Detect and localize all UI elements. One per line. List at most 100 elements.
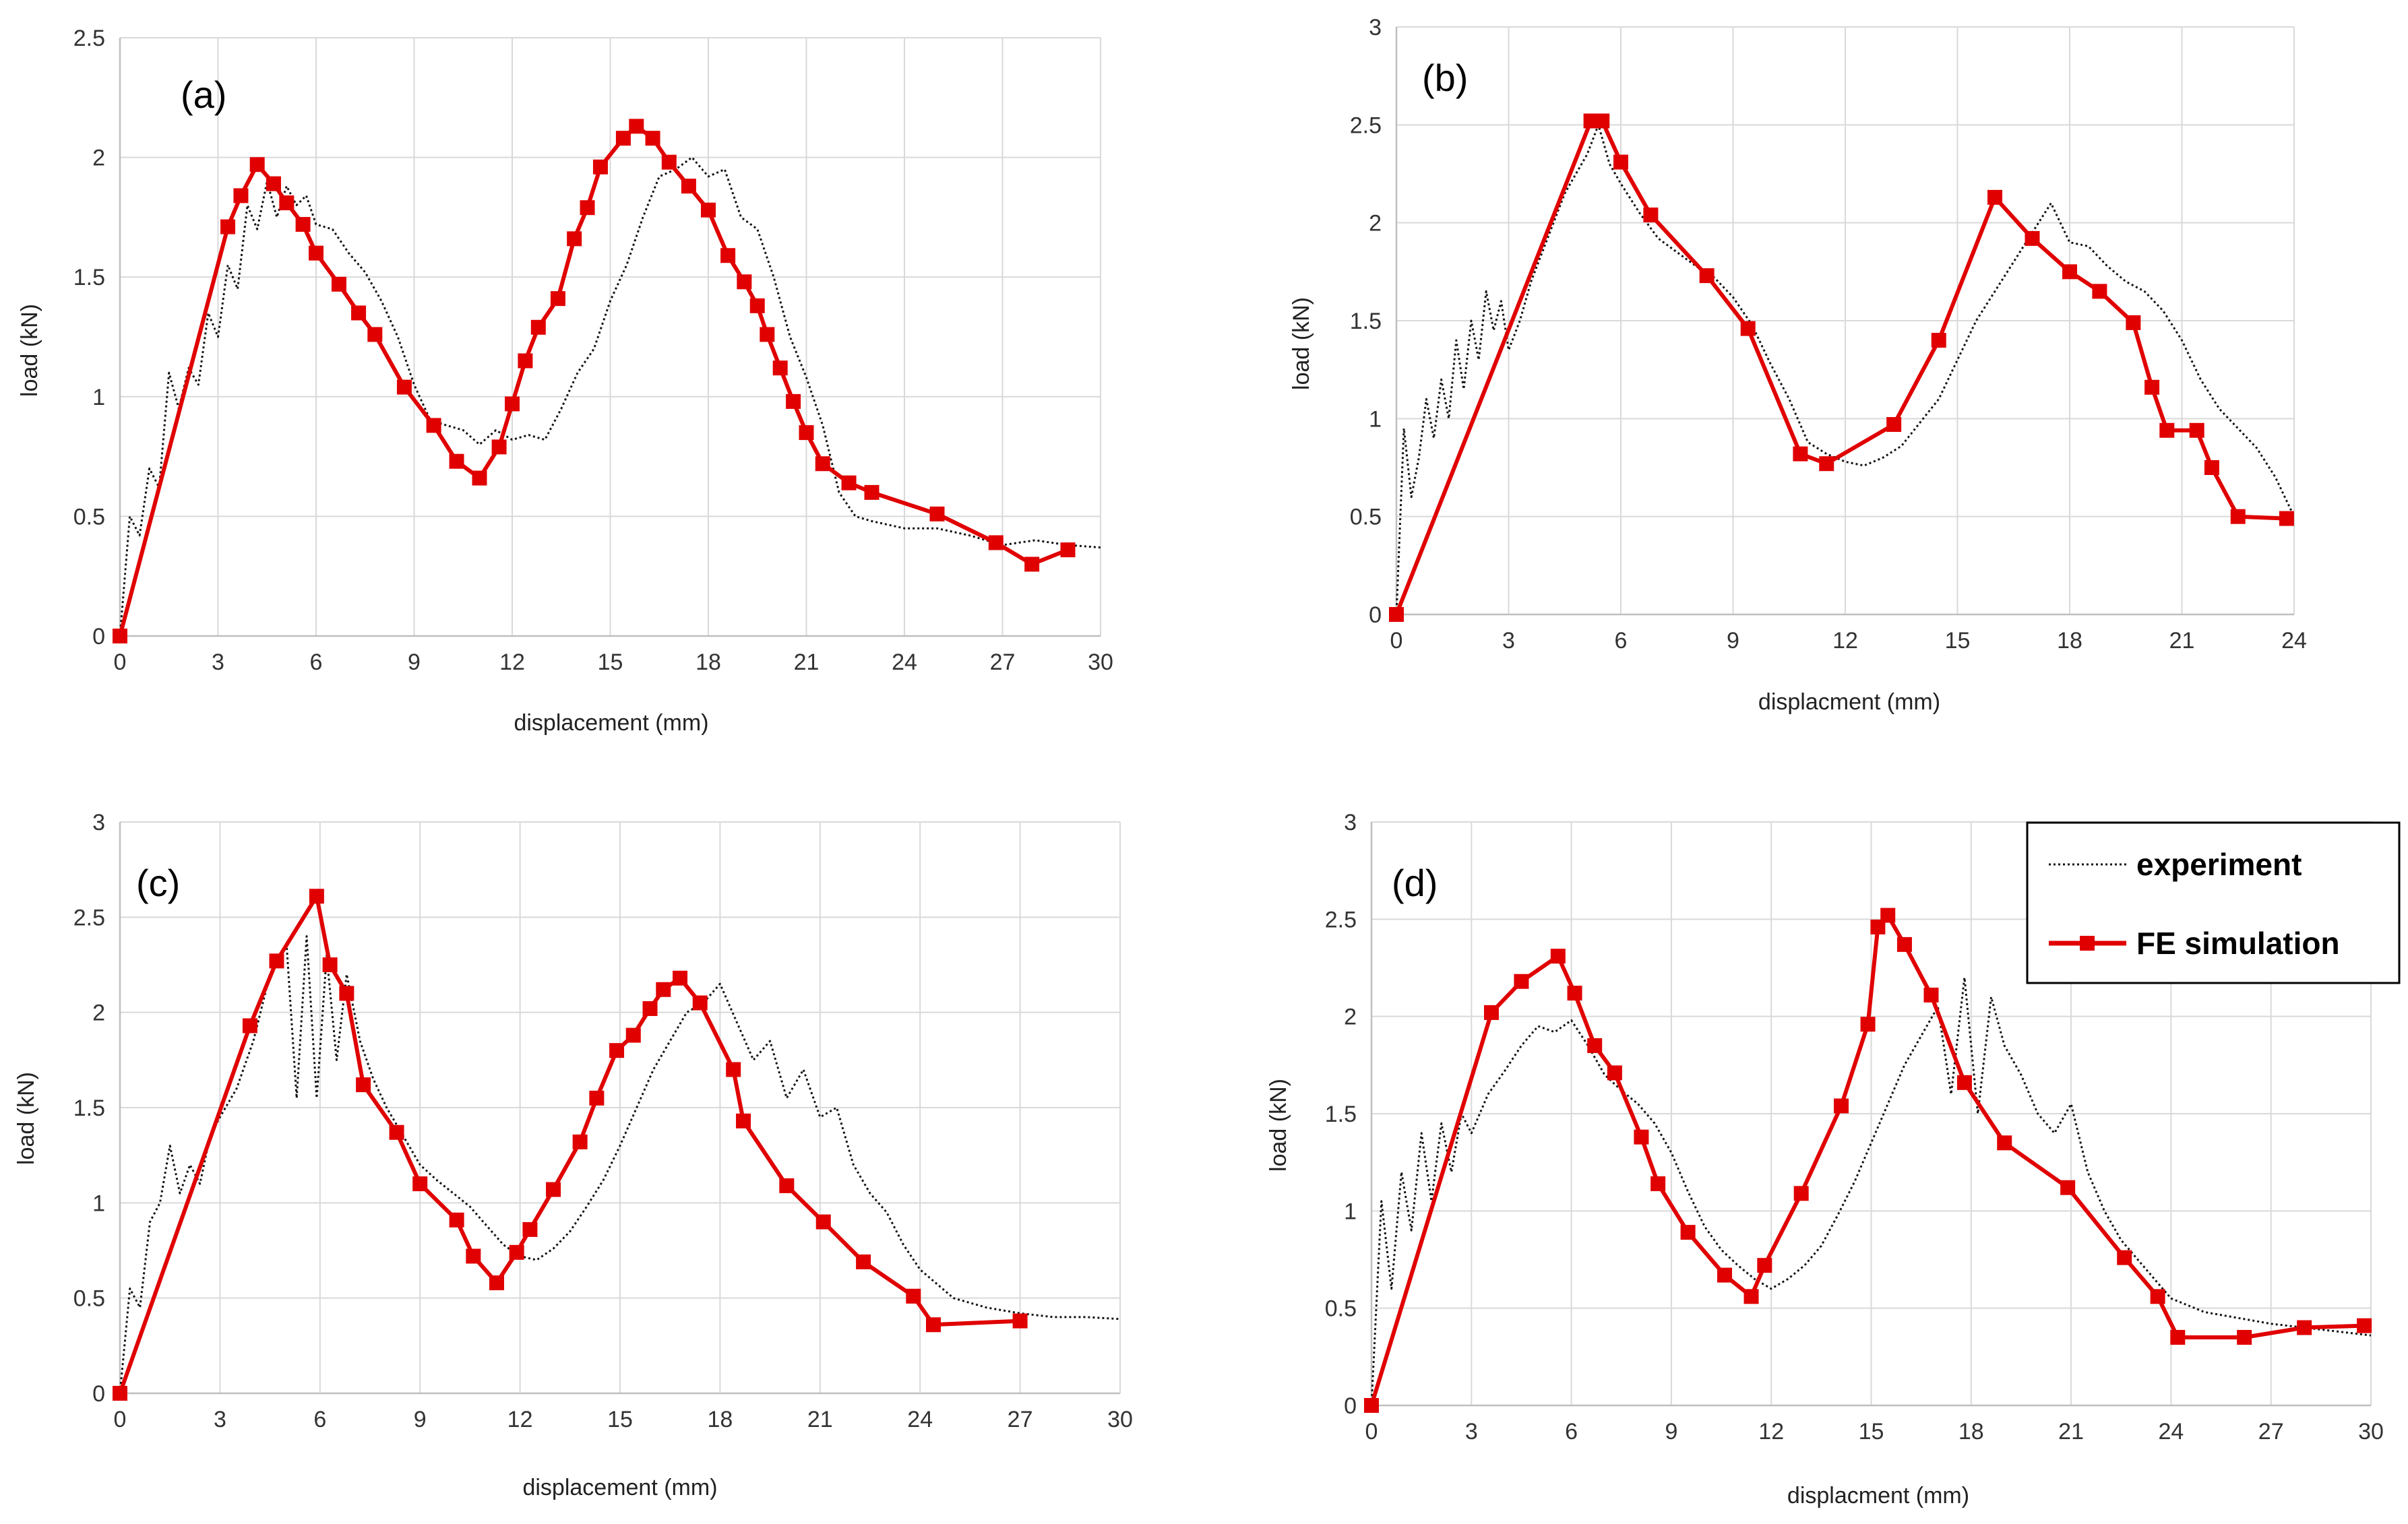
chart-d-simulation-point: [1483, 1005, 1499, 1020]
chart-c-simulation-point: [673, 970, 688, 986]
chart-b-y-tick-label: 1: [1369, 406, 1382, 432]
chart-c-x-tick-label: 9: [414, 1407, 427, 1432]
chart-d-simulation-point: [1717, 1267, 1732, 1283]
chart-d-simulation-point: [1743, 1289, 1759, 1304]
chart-b-simulation-point: [2189, 422, 2204, 438]
chart-d-simulation-point: [1587, 1038, 1603, 1053]
chart-d-y-tick-label: 2: [1344, 1005, 1357, 1030]
chart-d-y-tick-label: 1: [1344, 1199, 1357, 1224]
chart-a-y-tick-label: 0: [92, 624, 105, 649]
chart-a-x-tick-label: 24: [892, 649, 917, 675]
chart-d-simulation-point: [1607, 1065, 1622, 1081]
chart-b-plot: 0 3 6 9 12 15 18 21 24 0 0.5 1 1.5 2 2.5 3: [1350, 15, 2307, 654]
chart-c-x-tick-label: 12: [507, 1407, 533, 1432]
chart-a-experiment-line: [119, 156, 1101, 637]
chart-b-y-tick-label: 2: [1369, 211, 1382, 236]
chart-b-y-tick-label: 0.5: [1350, 505, 1382, 530]
chart-a-simulation-point: [1060, 542, 1076, 558]
chart-a-x-tick-label: 30: [1088, 649, 1113, 675]
chart-b-simulation-point: [1819, 456, 1834, 472]
chart-a-simulation-point: [530, 319, 546, 335]
chart-b-y-tick-label: 0: [1369, 602, 1382, 628]
chart-d-simulation-point: [1514, 974, 1529, 989]
chart-a-simulation-point: [113, 629, 127, 643]
chart-c-simulation-point: [906, 1288, 921, 1304]
chart-c-simulation-point: [726, 1062, 741, 1077]
chart-d-plot: 0 3 6 9 12 15 18 21 24 27 30 0 0.5 1 1.5 2 2.5 3: [1325, 810, 2384, 1444]
chart-b-simulation-point: [1793, 446, 1808, 462]
panel-a-label: (a): [181, 73, 226, 116]
chart-c-simulation-point: [389, 1124, 404, 1140]
chart-c-x-tick-label: 27: [1008, 1407, 1033, 1432]
chart-a-simulation-point: [449, 453, 464, 469]
chart-d-simulation-point: [1860, 1017, 1876, 1032]
panel-a-ylabel: load (kN): [17, 304, 42, 397]
chart-b-y-tick-label: 1.5: [1350, 309, 1382, 334]
chart-c-simulation-point: [466, 1248, 481, 1264]
chart-a-x-tick-label: 15: [598, 649, 623, 675]
chart-c-simulation-point: [1012, 1313, 1028, 1329]
legend-simulation-marker: [2080, 936, 2095, 951]
chart-c-y-tick-label: 0.5: [73, 1286, 105, 1312]
chart-d-x-tick-label: 3: [1465, 1419, 1478, 1444]
chart-a-simulation-point: [592, 159, 608, 174]
chart-a-simulation-point: [491, 439, 507, 455]
chart-a-simulation-point: [772, 360, 788, 376]
chart-d-simulation-point: [2150, 1289, 2165, 1304]
panel-d: (d) displacment (mm) load (kN): [1266, 862, 1969, 1509]
chart-d-y-tick-label: 0.5: [1325, 1296, 1357, 1322]
chart-c-simulation-point: [642, 1001, 658, 1017]
legend-box: [2026, 821, 2401, 984]
chart-d-simulation-point: [2297, 1320, 2312, 1335]
chart-d-simulation-point: [2237, 1329, 2252, 1345]
chart-d-simulation-point: [1567, 986, 1582, 1001]
chart-c-y-tick-label: 1: [92, 1190, 105, 1216]
chart-c-simulation-point: [572, 1134, 588, 1149]
chart-d-simulation-line: [1369, 913, 2365, 1406]
chart-a-x-tick-label: 3: [212, 649, 224, 675]
chart-b-simulation-point: [1886, 417, 1902, 433]
chart-a-simulation-point: [266, 176, 281, 191]
chart-a-simulation-point: [472, 470, 487, 486]
chart-c-x-tick-label: 6: [313, 1407, 326, 1432]
chart-a-simulation-point: [701, 202, 716, 218]
chart-d-simulation-point: [1997, 1135, 2012, 1151]
chart-b-x-tick-label: 3: [1502, 628, 1515, 654]
chart-b-simulation-point: [2204, 460, 2219, 475]
chart-a-simulation-point: [580, 200, 595, 216]
chart-a-simulation-point: [567, 231, 582, 247]
chart-b-simulation-point: [1740, 321, 1756, 336]
chart-a-simulation-point: [426, 418, 441, 433]
chart-b-x-tick-label: 0: [1390, 628, 1403, 654]
chart-b-simulation-point: [2159, 422, 2175, 438]
chart-c-y-tick-label: 2: [92, 1001, 105, 1026]
panel-d-label: (d): [1392, 862, 1438, 904]
panel-b-ylabel: load (kN): [1289, 297, 1314, 390]
chart-d-simulation-point: [2060, 1180, 2076, 1195]
chart-d-x-tick-label: 30: [2358, 1419, 2384, 1444]
chart-c-y-tick-label: 3: [92, 810, 105, 835]
chart-d-y-tick-label: 0: [1344, 1393, 1357, 1419]
chart-c-simulation-point: [625, 1027, 641, 1043]
panel-d-xlabel: displacment (mm): [1787, 1483, 1969, 1509]
chart-a-simulation-point: [367, 327, 383, 342]
chart-d-x-tick-label: 24: [2158, 1419, 2184, 1444]
chart-b-x-tick-label: 12: [1832, 628, 1858, 654]
chart-b-simulation-point: [1389, 607, 1404, 622]
chart-c-simulation-point: [339, 986, 354, 1001]
chart-d-x-tick-label: 21: [2058, 1419, 2084, 1444]
chart-d-x-tick-label: 15: [1859, 1419, 1884, 1444]
chart-c-x-tick-label: 30: [1107, 1407, 1133, 1432]
chart-c-x-tick-label: 24: [907, 1407, 933, 1432]
chart-a-simulation-point: [233, 188, 249, 203]
chart-c-x-tick-label: 3: [214, 1407, 226, 1432]
chart-a-simulation-point: [786, 393, 801, 409]
chart-c-simulation-point: [449, 1212, 464, 1228]
chart-a-simulation-point: [1024, 557, 1040, 572]
chart-d-simulation-point: [1550, 949, 1566, 964]
chart-c-simulation-point: [522, 1221, 538, 1237]
chart-a-simulation-point: [518, 353, 533, 369]
chart-a-y-tick-label: 2.5: [73, 26, 105, 51]
chart-a-simulation-point: [505, 396, 520, 412]
chart-b-simulation-point: [1931, 333, 1946, 348]
